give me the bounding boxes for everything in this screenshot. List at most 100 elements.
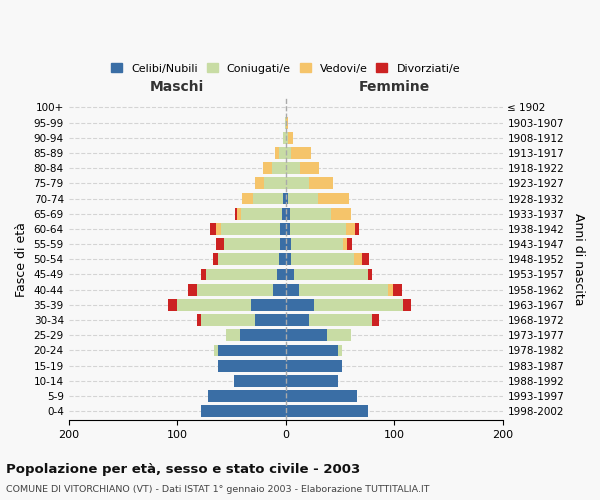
Bar [237,208,241,220]
Bar [226,330,240,341]
Bar [290,208,331,220]
Bar [286,284,299,296]
Bar [286,405,368,417]
Bar [264,178,286,190]
Bar [310,314,373,326]
Bar [286,116,288,128]
Bar [206,268,277,280]
Bar [286,223,290,235]
Bar [288,132,293,143]
Bar [280,238,286,250]
Bar [201,268,206,280]
Bar [286,208,290,220]
Bar [280,223,286,235]
Bar [354,254,362,265]
Legend: Celibi/Nubili, Coniugati/e, Vedovi/e, Divorziati/e: Celibi/Nubili, Coniugati/e, Vedovi/e, Di… [107,59,464,78]
Bar [286,375,338,386]
Bar [286,299,314,311]
Bar [286,147,291,159]
Bar [283,192,286,204]
Bar [213,254,218,265]
Bar [216,223,221,235]
Bar [188,284,197,296]
Bar [283,132,286,143]
Bar [286,162,300,174]
Bar [218,344,286,356]
Bar [286,132,288,143]
Bar [214,344,218,356]
Bar [314,299,403,311]
Bar [403,299,412,311]
Bar [373,314,379,326]
Bar [233,375,286,386]
Bar [263,162,272,174]
Bar [286,238,291,250]
Bar [388,284,393,296]
Bar [286,178,310,190]
Bar [279,147,286,159]
Bar [300,162,319,174]
Bar [277,268,286,280]
Text: COMUNE DI VITORCHIANO (VT) - Dati ISTAT 1° gennaio 2003 - Elaborazione TUTTITALI: COMUNE DI VITORCHIANO (VT) - Dati ISTAT … [6,485,430,494]
Bar [338,344,342,356]
Bar [294,268,368,280]
Bar [242,192,253,204]
Bar [362,254,369,265]
Bar [218,254,279,265]
Bar [255,178,264,190]
Bar [208,390,286,402]
Bar [327,330,350,341]
Bar [275,147,279,159]
Bar [318,192,349,204]
Bar [290,223,346,235]
Bar [355,223,359,235]
Bar [253,192,283,204]
Bar [177,299,251,311]
Text: Maschi: Maschi [150,80,204,94]
Bar [299,284,388,296]
Bar [286,360,342,372]
Bar [291,238,343,250]
Bar [169,299,177,311]
Bar [221,223,280,235]
Bar [218,360,286,372]
Bar [279,254,286,265]
Bar [255,314,286,326]
Bar [286,254,291,265]
Bar [331,208,350,220]
Bar [286,314,310,326]
Bar [272,162,286,174]
Text: Femmine: Femmine [358,80,430,94]
Bar [347,238,352,250]
Bar [368,268,373,280]
Bar [346,223,355,235]
Bar [251,299,286,311]
Bar [286,330,327,341]
Bar [291,254,354,265]
Bar [283,208,286,220]
Bar [291,147,311,159]
Bar [272,284,286,296]
Bar [310,178,334,190]
Bar [343,238,347,250]
Bar [286,192,288,204]
Bar [286,268,294,280]
Bar [288,192,318,204]
Y-axis label: Anni di nascita: Anni di nascita [572,213,585,306]
Text: Popolazione per età, sesso e stato civile - 2003: Popolazione per età, sesso e stato civil… [6,462,360,475]
Bar [197,284,272,296]
Bar [201,405,286,417]
Bar [235,208,237,220]
Bar [393,284,401,296]
Y-axis label: Fasce di età: Fasce di età [15,222,28,296]
Bar [286,344,338,356]
Bar [209,223,216,235]
Bar [224,238,280,250]
Bar [240,330,286,341]
Bar [241,208,283,220]
Bar [197,314,201,326]
Bar [201,314,255,326]
Bar [284,116,286,128]
Bar [216,238,224,250]
Bar [286,390,357,402]
